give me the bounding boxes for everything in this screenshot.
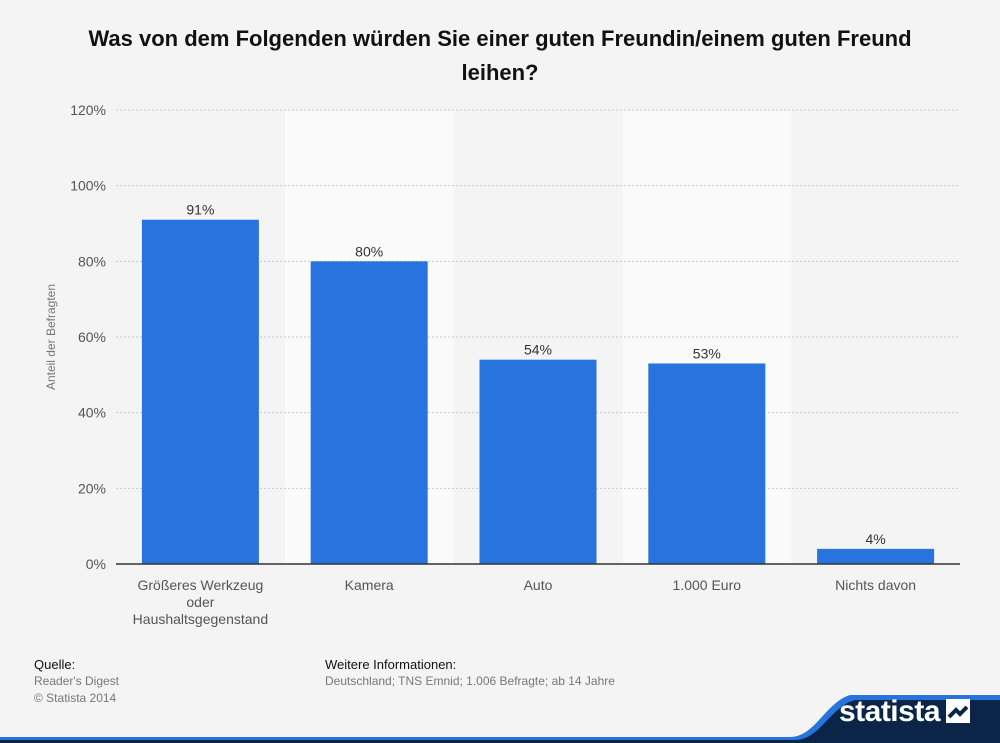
source-block: Quelle: Reader's Digest © Statista 2014 bbox=[34, 656, 119, 707]
x-tick-label: oder bbox=[186, 594, 214, 610]
bar[interactable] bbox=[141, 219, 259, 564]
x-tick-label: Größeres Werkzeug bbox=[138, 577, 264, 593]
brand-band bbox=[0, 695, 1000, 743]
source-line-1: Reader's Digest bbox=[34, 674, 119, 688]
data-label: 91% bbox=[186, 202, 214, 218]
x-axis-ticks: Größeres WerkzeugoderHaushaltsgegenstand… bbox=[133, 577, 916, 627]
x-tick-label: Nichts davon bbox=[835, 577, 916, 593]
brand-dark-band bbox=[0, 700, 1000, 743]
bar[interactable] bbox=[648, 363, 766, 564]
y-tick-label: 40% bbox=[78, 405, 106, 421]
y-tick-label: 80% bbox=[78, 253, 106, 269]
data-label: 54% bbox=[524, 342, 552, 358]
x-tick-label: 1.000 Euro bbox=[673, 577, 742, 593]
chart-title-line-1: Was von dem Folgenden würden Sie einer g… bbox=[88, 26, 912, 51]
chart-title: Was von dem Folgenden würden Sie einer g… bbox=[0, 22, 1000, 90]
info-line: Deutschland; TNS Emnid; 1.006 Befragte; … bbox=[325, 674, 615, 688]
y-tick-label: 100% bbox=[70, 178, 106, 194]
y-tick-label: 120% bbox=[70, 102, 106, 118]
data-labels: 91% 80% 54% 53% 4% bbox=[186, 202, 885, 547]
y-axis-ticks: 0% 20% 40% 60% 80% 100% 120% bbox=[70, 102, 106, 572]
statista-wordmark[interactable]: statista bbox=[838, 695, 941, 728]
source-line-2: © Statista 2014 bbox=[34, 691, 117, 705]
chart-title-line-2: leihen? bbox=[461, 60, 539, 85]
y-tick-label: 0% bbox=[86, 556, 106, 572]
bar-chart: 0% 20% 40% 60% 80% 100% 120% 91% 80% 54% 53% 4% Gr… bbox=[44, 102, 960, 627]
y-tick-label: 60% bbox=[78, 329, 106, 345]
source-heading: Quelle: bbox=[34, 657, 76, 672]
info-heading: Weitere Informationen: bbox=[325, 657, 457, 672]
data-label: 53% bbox=[693, 345, 721, 361]
y-axis-label: Anteil der Befragten bbox=[44, 284, 58, 390]
bars bbox=[141, 219, 935, 564]
bar[interactable] bbox=[310, 261, 428, 564]
x-tick-label: Kamera bbox=[345, 577, 394, 593]
y-tick-label: 20% bbox=[78, 480, 106, 496]
bar[interactable] bbox=[479, 359, 597, 564]
data-label: 80% bbox=[355, 243, 383, 259]
x-tick-label: Haushaltsgegenstand bbox=[133, 611, 268, 627]
bar[interactable] bbox=[817, 548, 935, 564]
statista-logo-icon bbox=[946, 699, 970, 723]
data-label: 4% bbox=[865, 531, 885, 547]
x-tick-label: Auto bbox=[524, 577, 553, 593]
info-block: Weitere Informationen: Deutschland; TNS … bbox=[325, 656, 615, 690]
